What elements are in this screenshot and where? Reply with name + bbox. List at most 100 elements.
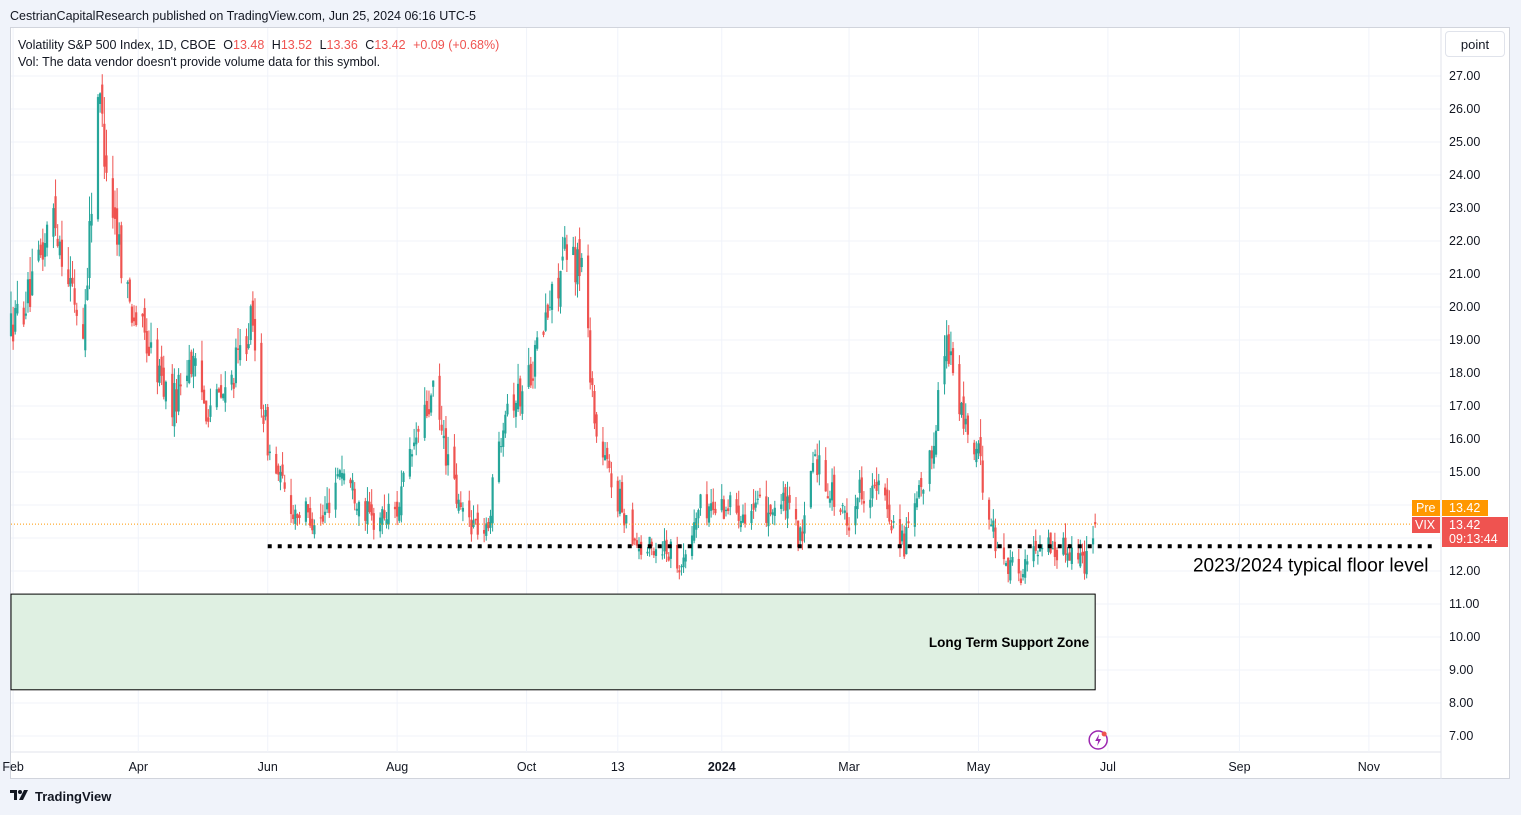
- candle-body: [782, 492, 785, 501]
- pre-value-text: 13.42: [1449, 501, 1480, 515]
- legend-high-value: 13.52: [280, 38, 313, 52]
- candle-body: [277, 465, 280, 475]
- y-tick-label: 18.00: [1449, 366, 1480, 380]
- candle-body: [1036, 554, 1039, 557]
- candle-body: [801, 531, 804, 542]
- candle-body: [143, 307, 146, 333]
- candle-body: [737, 505, 740, 521]
- candle-body: [281, 464, 284, 476]
- candle-body: [321, 515, 324, 522]
- candle-body: [871, 485, 874, 499]
- candle-body: [561, 256, 564, 261]
- candle-body: [1051, 548, 1054, 550]
- candle-body: [219, 385, 223, 398]
- candle-body: [527, 365, 530, 387]
- candle-body: [550, 283, 554, 310]
- candle-body: [937, 390, 940, 431]
- tradingview-logo-icon: [10, 789, 30, 804]
- candle-body: [661, 554, 664, 556]
- candle-body: [964, 418, 967, 425]
- candle-body: [1002, 547, 1006, 560]
- candle-body: [179, 384, 182, 387]
- candle-body: [693, 522, 696, 541]
- candle-body: [697, 510, 700, 519]
- candle-body: [905, 526, 908, 555]
- candle-body: [595, 414, 598, 437]
- candle-body: [860, 477, 863, 500]
- candle-body: [563, 237, 566, 249]
- candle-body: [690, 535, 694, 556]
- candle-body: [99, 93, 102, 104]
- candle-body: [646, 551, 649, 554]
- candle-body: [780, 504, 783, 509]
- candle-body: [12, 324, 15, 342]
- candle-body: [987, 499, 991, 520]
- candle-body: [973, 442, 976, 455]
- candle-body: [667, 556, 670, 561]
- candle-body: [1079, 553, 1082, 567]
- candle-body: [794, 509, 798, 520]
- x-tick-label: Nov: [1358, 760, 1381, 774]
- candle-body: [319, 517, 322, 519]
- candle-body: [727, 508, 730, 511]
- candle-body: [54, 196, 57, 229]
- candle-body: [729, 495, 732, 508]
- candle-body: [120, 225, 123, 279]
- candle-body: [472, 520, 475, 527]
- candle-body: [977, 443, 980, 454]
- candle-body: [381, 509, 384, 525]
- lightning-dot: [1101, 731, 1107, 737]
- y-tick-label: 20.00: [1449, 300, 1480, 314]
- candle-body: [398, 506, 401, 521]
- candle-body: [907, 521, 910, 524]
- candle-body: [710, 503, 713, 511]
- candle-body: [400, 486, 403, 516]
- candle-body: [289, 495, 293, 515]
- tradingview-brand[interactable]: TradingView: [35, 789, 112, 804]
- price-scale-mode-button[interactable]: point: [1445, 31, 1505, 57]
- legend-symbol[interactable]: Volatility S&P 500 Index, 1D, CBOE: [18, 38, 216, 52]
- legend-change: +0.09 (+0.68%): [413, 38, 500, 52]
- candle-body: [862, 501, 866, 504]
- candle-body: [247, 344, 250, 349]
- candle-body: [601, 441, 605, 458]
- candle-body: [712, 501, 715, 510]
- candle-body: [856, 497, 859, 510]
- candle-body: [113, 207, 117, 219]
- candle-body: [903, 533, 906, 557]
- candle-body: [207, 417, 210, 422]
- candle-body: [1017, 558, 1020, 574]
- support-zone-rect[interactable]: [10, 593, 1096, 691]
- candle-body: [512, 394, 515, 411]
- candle-body: [366, 500, 369, 525]
- candle-body: [190, 351, 193, 375]
- candle-body: [177, 374, 180, 412]
- last-tag-badge: [1412, 517, 1440, 533]
- candle-body: [962, 396, 965, 429]
- candle-body: [504, 414, 507, 434]
- candle-body: [830, 482, 834, 501]
- candle-body: [364, 501, 367, 521]
- candle-body: [427, 409, 431, 415]
- candle-body: [75, 309, 78, 316]
- candle-body: [992, 520, 995, 532]
- x-tick-label: Mar: [838, 760, 860, 774]
- pre-tag-badge: [1412, 500, 1440, 516]
- candle-body: [529, 363, 532, 386]
- candle-body: [771, 512, 774, 515]
- candle-body: [892, 521, 895, 523]
- candle-body: [754, 502, 757, 508]
- candle-body: [425, 400, 428, 417]
- x-tick-label: Sep: [1228, 760, 1250, 774]
- candle-body: [873, 484, 876, 486]
- candle-body: [544, 312, 547, 331]
- candle-body: [86, 285, 89, 300]
- candle-body: [559, 270, 562, 307]
- candle-body: [826, 496, 829, 499]
- candle-body: [296, 513, 299, 519]
- candle-body: [417, 428, 420, 432]
- candle-body: [410, 454, 414, 457]
- candle-body: [9, 313, 13, 337]
- y-tick-label: 16.00: [1449, 432, 1480, 446]
